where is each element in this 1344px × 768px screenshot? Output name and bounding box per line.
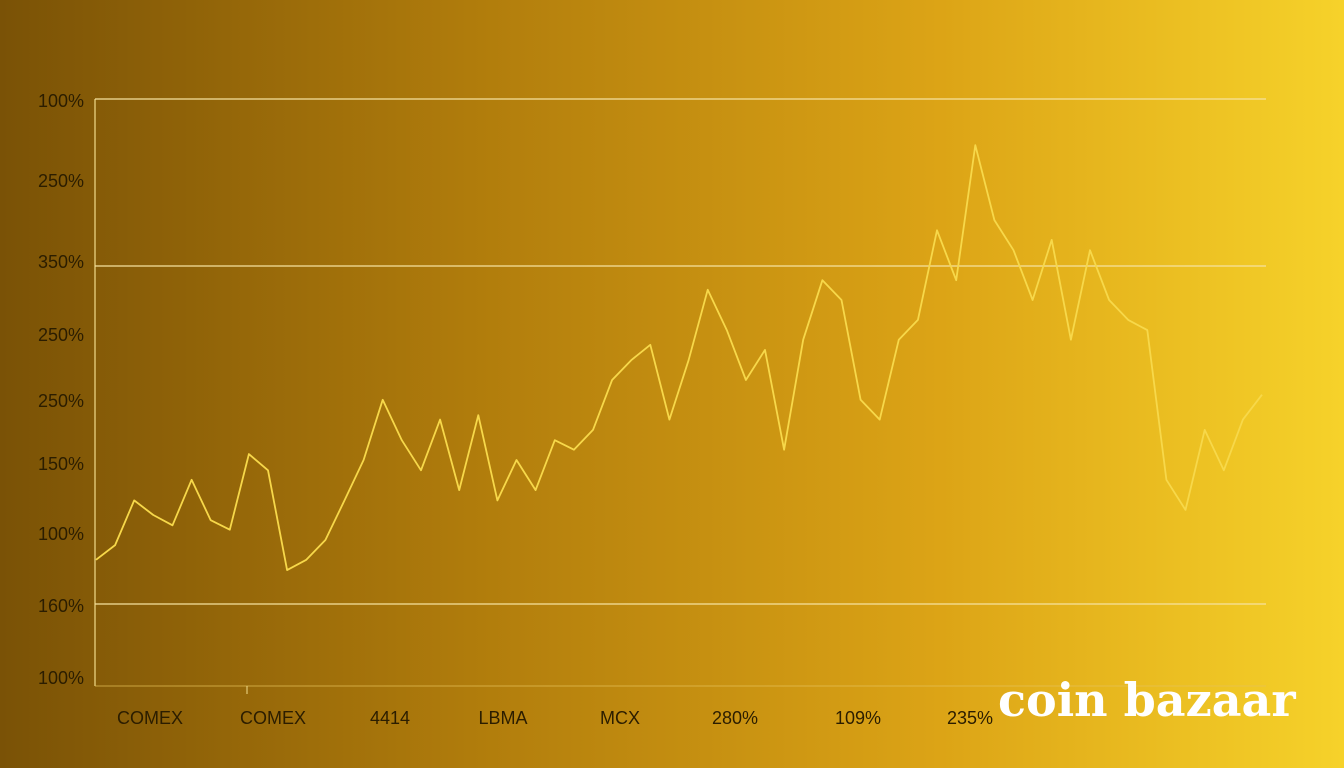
y-tick-label: 250%	[38, 391, 84, 411]
x-tick-label: 235%	[947, 708, 993, 728]
x-tick-label: MCX	[600, 708, 640, 728]
x-tick-label: 4414	[370, 708, 410, 728]
y-tick-label: 160%	[38, 596, 84, 616]
y-tick-label: 350%	[38, 252, 84, 272]
x-tick-label: 109%	[835, 708, 881, 728]
y-tick-label: 100%	[38, 91, 84, 111]
y-tick-label: 250%	[38, 171, 84, 191]
y-tick-label: 250%	[38, 325, 84, 345]
y-tick-label: 150%	[38, 454, 84, 474]
x-tick-label: LBMA	[478, 708, 527, 728]
price-line	[95, 144, 1263, 571]
watermark: coin bazaar	[998, 673, 1296, 727]
x-tick-label: COMEX	[117, 708, 183, 728]
x-tick-label: 280%	[712, 708, 758, 728]
x-tick-label: COMEX	[240, 708, 306, 728]
y-tick-label: 100%	[38, 668, 84, 688]
y-tick-label: 100%	[38, 524, 84, 544]
